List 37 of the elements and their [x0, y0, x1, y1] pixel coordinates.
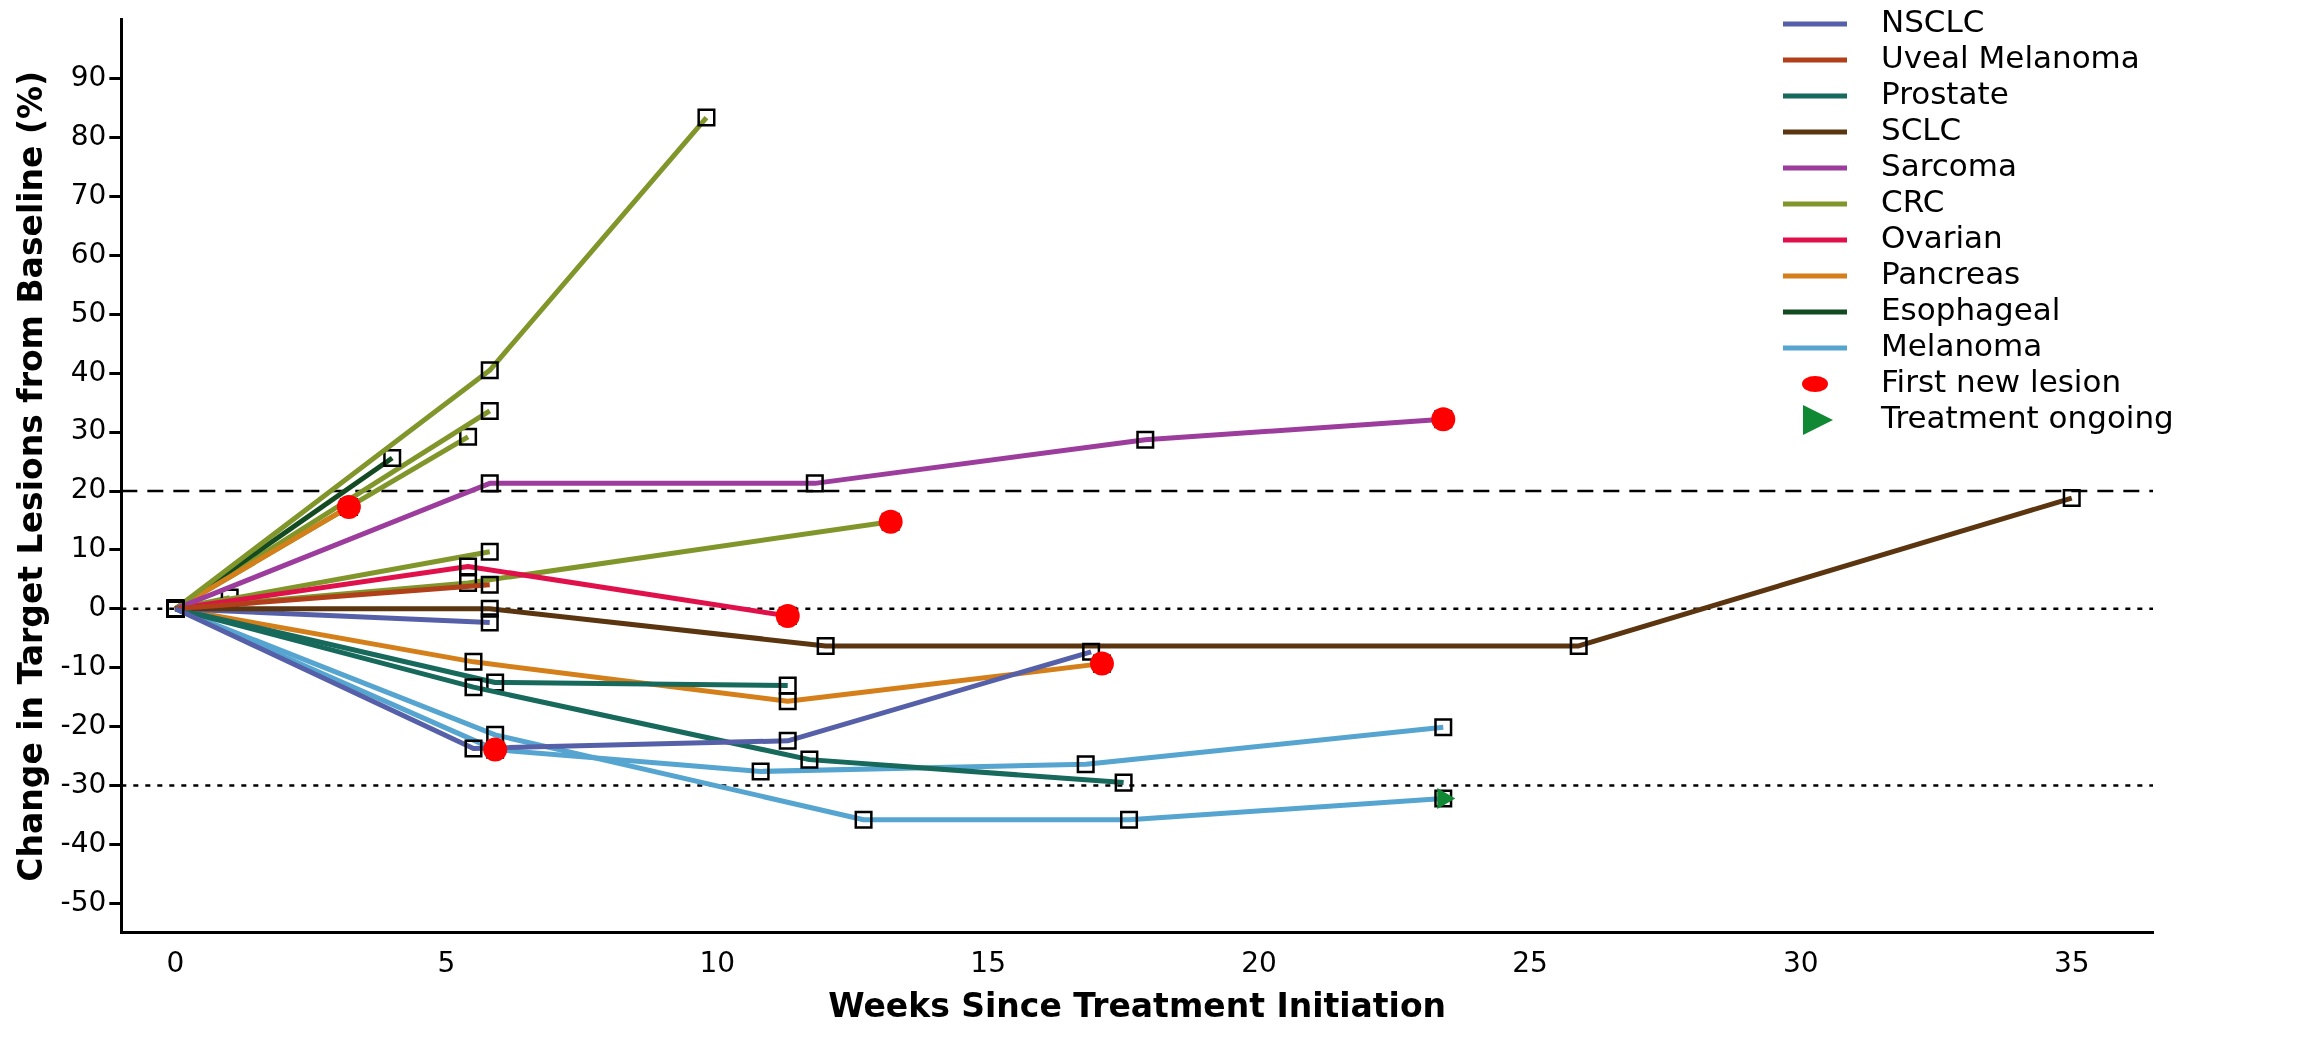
- legend-label: Esophageal: [1881, 291, 2061, 328]
- y-tick-label: 80: [70, 118, 107, 152]
- x-tick-label: 25: [1512, 945, 1548, 979]
- legend-label: Melanoma: [1881, 327, 2043, 364]
- y-tick-label: -30: [60, 766, 107, 800]
- y-tick-label: 90: [70, 59, 107, 93]
- legend-label: Ovarian: [1881, 219, 2003, 256]
- x-tick-label: 0: [166, 945, 185, 979]
- y-tick-label: -10: [60, 649, 107, 683]
- legend-label: NSCLC: [1881, 3, 1985, 40]
- legend-label: Treatment ongoing: [1880, 399, 2174, 436]
- legend-label: First new lesion: [1881, 363, 2122, 400]
- legend-label: Pancreas: [1881, 255, 2021, 292]
- y-tick-label: -20: [60, 707, 107, 741]
- legend-label: Prostate: [1881, 75, 2009, 112]
- legend-label: CRC: [1881, 183, 1945, 220]
- x-tick-label: 5: [437, 945, 456, 979]
- y-tick-label: 30: [70, 413, 107, 447]
- y-tick-label: 40: [70, 354, 107, 388]
- x-tick-label: 10: [699, 945, 736, 979]
- x-tick-label: 30: [1783, 945, 1819, 979]
- y-tick-label: 70: [70, 177, 107, 211]
- y-tick-label: 0: [88, 590, 107, 624]
- x-tick-label: 35: [2053, 945, 2090, 979]
- legend-label: Sarcoma: [1881, 147, 2017, 184]
- y-axis-title: Change in Target Lesions from Baseline (%): [11, 70, 51, 882]
- x-tick-label: 15: [970, 945, 1006, 979]
- y-tick-label: 60: [70, 236, 107, 270]
- y-tick-label: -40: [60, 825, 107, 859]
- legend-label: Uveal Melanoma: [1881, 39, 2140, 76]
- x-axis-title: Weeks Since Treatment Initiation: [828, 985, 1447, 1025]
- y-tick-label: 20: [70, 472, 107, 506]
- x-tick-label: 20: [1241, 945, 1277, 979]
- legend-label: SCLC: [1881, 111, 1962, 148]
- y-tick-label: 50: [70, 295, 107, 329]
- y-tick-label: 10: [70, 531, 107, 565]
- y-tick-label: -50: [60, 884, 107, 918]
